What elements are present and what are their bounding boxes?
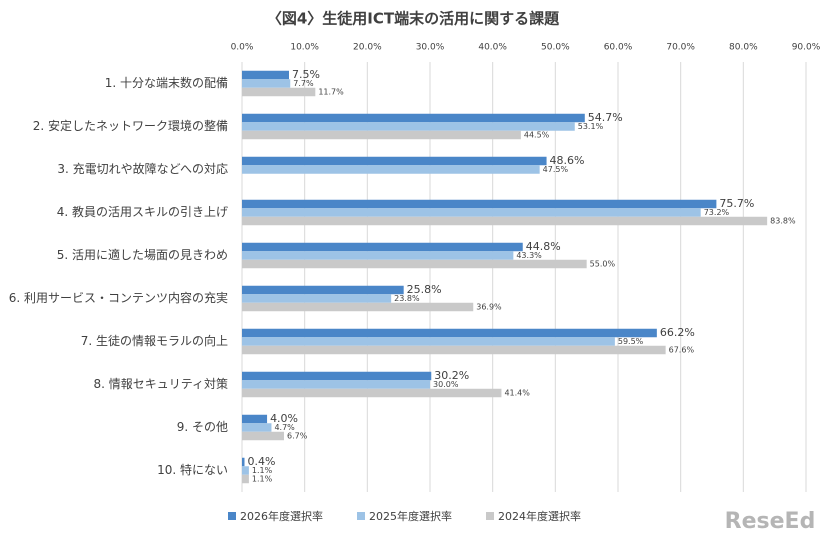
value-label: 1.1% <box>252 466 273 475</box>
legend-label: 2026年度選択率 <box>240 509 323 523</box>
y-tick-label: 3. 充電切れや故障などへの対応 <box>57 161 228 176</box>
value-label: 23.8% <box>394 294 420 303</box>
y-tick-label: 8. 情報セキュリティ対策 <box>93 377 228 391</box>
value-label: 36.9% <box>476 303 502 312</box>
y-tick-label: 9. その他 <box>177 420 228 434</box>
bar <box>242 208 701 217</box>
y-tick-label: 2. 安定したネットワーク環境の整備 <box>33 118 228 133</box>
bar <box>242 414 268 424</box>
y-tick-label: 6. 利用サービス・コンテンツ内容の充実 <box>9 290 228 305</box>
bar <box>242 87 316 97</box>
bar <box>242 431 284 441</box>
value-label: 30.2% <box>434 369 469 382</box>
bar <box>242 474 249 484</box>
value-label: 41.4% <box>504 389 530 398</box>
legend-swatch <box>486 512 494 520</box>
value-label: 44.5% <box>524 131 550 140</box>
bar <box>242 337 615 346</box>
value-label: 47.5% <box>543 165 569 174</box>
value-label: 4.0% <box>270 412 298 425</box>
value-label: 6.7% <box>287 432 308 441</box>
legend-swatch <box>357 512 365 520</box>
bar <box>242 388 502 398</box>
y-tick-label: 5. 活用に適した場面の見きわめ <box>57 247 228 262</box>
value-label: 66.2% <box>660 326 695 339</box>
bar <box>242 328 657 338</box>
value-label: 0.4% <box>248 455 276 468</box>
value-label: 54.7% <box>588 111 623 124</box>
x-tick-label: 60.0% <box>604 43 633 53</box>
bar <box>242 294 392 303</box>
value-label: 11.7% <box>318 88 344 97</box>
watermark: ReseEd <box>725 509 816 534</box>
bar <box>242 302 474 312</box>
bar <box>242 122 575 131</box>
value-label: 83.8% <box>770 217 796 226</box>
bar <box>242 113 585 123</box>
y-tick-label: 7. 生徒の情報モラルの向上 <box>81 333 228 348</box>
x-tick-label: 40.0% <box>478 43 507 53</box>
value-label: 43.3% <box>516 251 542 260</box>
x-tick-label: 90.0% <box>792 43 821 53</box>
value-label: 7.7% <box>293 79 314 88</box>
value-label: 67.6% <box>669 346 695 355</box>
bar <box>242 199 717 209</box>
bar <box>242 285 404 295</box>
bar <box>242 216 768 226</box>
value-label: 25.8% <box>407 283 442 296</box>
bar <box>242 259 587 269</box>
bar <box>242 79 291 88</box>
value-label: 7.5% <box>292 68 320 81</box>
legend-label: 2024年度選択率 <box>498 509 581 523</box>
legend-swatch <box>228 512 236 520</box>
bar <box>242 457 245 467</box>
bar <box>242 380 430 389</box>
y-tick-label: 10. 特にない <box>157 462 228 477</box>
bar <box>242 466 249 475</box>
x-tick-label: 50.0% <box>541 43 570 53</box>
value-label: 48.6% <box>550 154 585 167</box>
legend-label: 2025年度選択率 <box>369 509 452 523</box>
value-label: 1.1% <box>252 475 273 484</box>
y-tick-label: 4. 教員の活用スキルの引き上げ <box>57 204 228 219</box>
x-tick-label: 80.0% <box>729 43 758 53</box>
chart-title: 〈図4〉生徒用ICT端末の活用に関する課題 <box>267 10 560 28</box>
bar <box>242 156 547 166</box>
x-tick-label: 0.0% <box>231 43 254 53</box>
value-label: 75.7% <box>719 197 754 210</box>
value-label: 30.0% <box>433 380 459 389</box>
bar <box>242 165 540 174</box>
x-tick-label: 30.0% <box>416 43 445 53</box>
bar <box>242 251 514 260</box>
bar <box>242 130 521 140</box>
value-label: 73.2% <box>704 208 730 217</box>
value-label: 53.1% <box>578 122 604 131</box>
bar <box>242 345 666 355</box>
y-tick-label: 1. 十分な端末数の配備 <box>105 75 228 90</box>
value-label: 55.0% <box>590 260 616 269</box>
x-tick-label: 20.0% <box>353 43 382 53</box>
x-tick-label: 70.0% <box>666 43 695 53</box>
x-tick-label: 10.0% <box>290 43 319 53</box>
value-label: 59.5% <box>618 337 644 346</box>
bar <box>242 423 272 432</box>
value-label: 44.8% <box>526 240 561 253</box>
value-label: 4.7% <box>274 423 295 432</box>
bar <box>242 70 289 80</box>
bar <box>242 371 432 381</box>
bar <box>242 242 523 252</box>
